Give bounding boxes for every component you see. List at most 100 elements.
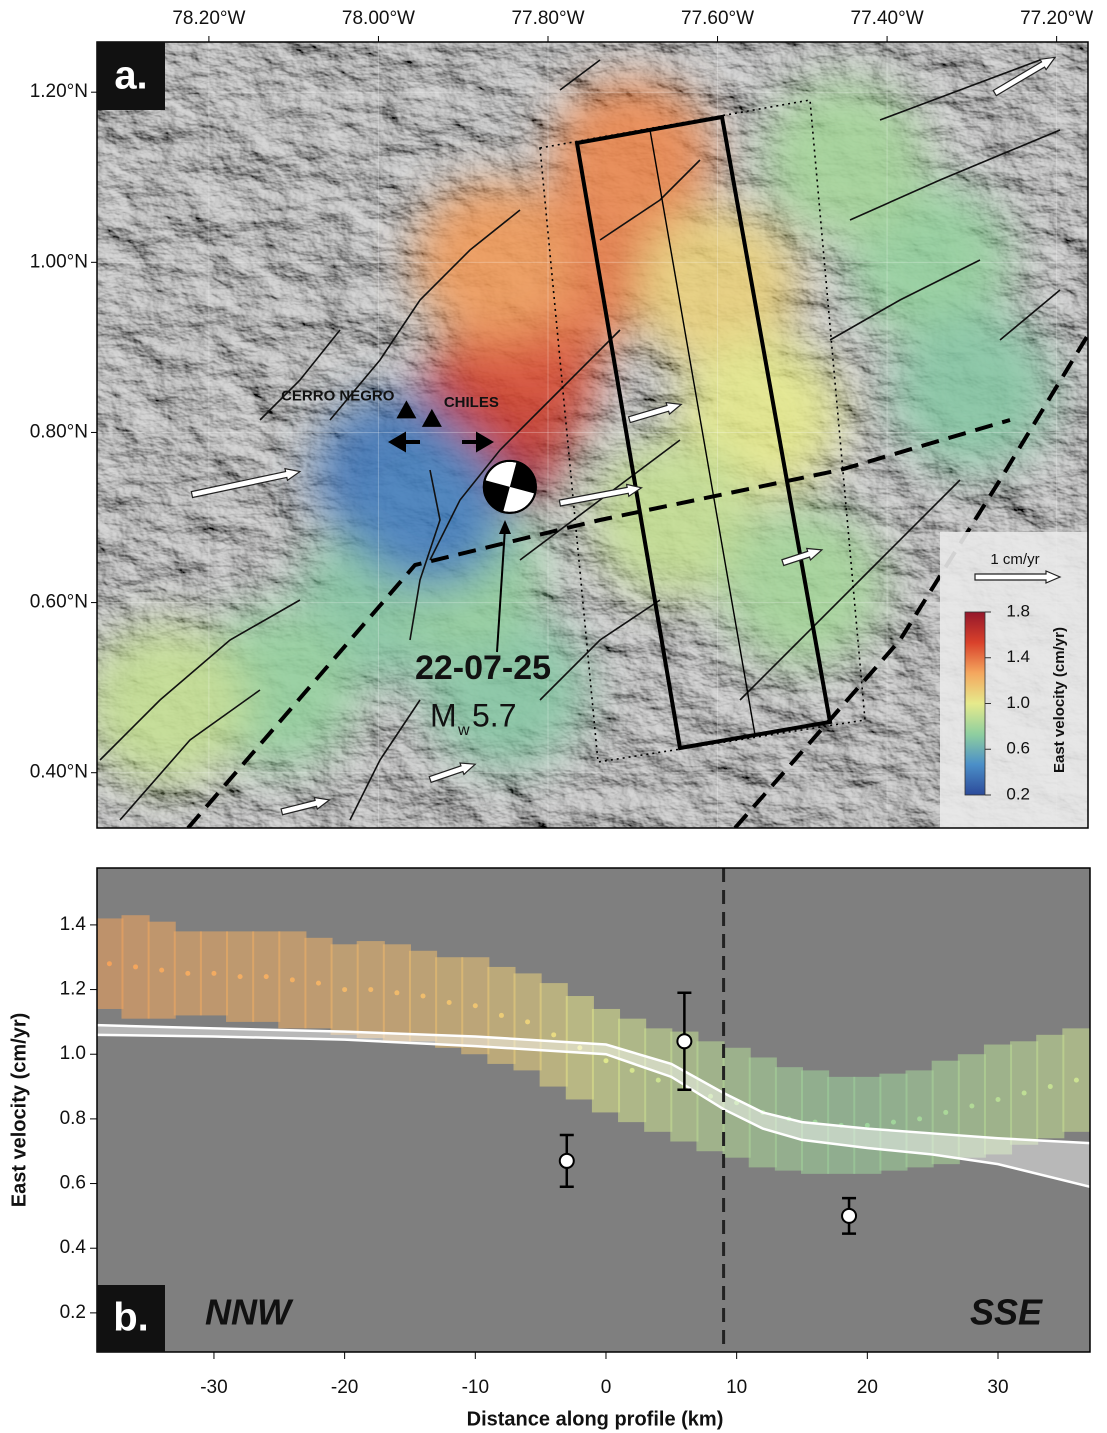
x-tick-label: 77.60°W [681,8,754,29]
insar-median [969,1103,975,1109]
legend: 1 cm/yr 0.2 0.6 1.0 1.4 1.8 East velocity (cm/… [964,551,1068,803]
scale-label: 1 cm/yr [990,551,1039,568]
colorbar-tick-label: 1.4 [1006,647,1030,666]
profile-plot [97,868,1090,1352]
focal-mechanism [482,459,537,514]
x-axis-title: Distance along profile (km) [467,1408,724,1430]
colorbar-tick-label: 1.8 [1006,601,1030,620]
gps-vectors [190,56,1057,816]
profile-line [649,129,756,736]
volcanoes: CERRO NEGRO CHILES [281,387,499,427]
velocity-patch [722,505,883,666]
panel-label-box [97,42,165,110]
x-tick-label: -30 [200,1377,227,1398]
insar-median [1073,1077,1079,1083]
profile-box [574,114,833,751]
scale-arrow [974,570,1062,584]
insar-median [551,1032,557,1038]
plot-frame [96,867,1091,1353]
x-tick-label: 20 [857,1377,878,1398]
x-tick-label: 77.80°W [511,8,584,29]
y-tick-label: 0.8 [60,1108,86,1129]
insar-median [342,987,348,993]
insar-median [917,1116,923,1122]
faults [99,59,1061,821]
event-date: 22-07-25 [415,649,551,687]
insar-median [133,964,139,970]
colorbar-title: East velocity (cm/yr) [1051,627,1068,773]
insar-median [472,1003,478,1009]
insar-median [185,970,191,976]
profile-axes: -30 -20 -10 0 10 20 30 0.2 0.4 0.6 0.8 1.0 1.2 1.4 [60,914,1009,1398]
colorbar-tick-label: 0.2 [1006,784,1030,803]
colorbar [964,611,986,796]
x-tick-label: 30 [987,1377,1008,1398]
velocity-patch [764,80,925,241]
magnitude: 5.7 [472,697,516,733]
insar-median [995,1096,1001,1102]
direction-right: SSE [970,1292,1043,1333]
velocity-patch [891,309,1052,470]
panel-label-box [97,1285,165,1352]
x-tick-label: 0 [601,1377,612,1398]
model-lower [97,1033,1090,1189]
x-tick-label: 77.40°W [851,8,924,29]
gps-vector [190,467,302,499]
gps-point [841,1207,858,1224]
magnitude-subscript: w [457,722,470,739]
velocity-patch [637,207,798,368]
insar-median [263,974,269,980]
velocity-field [97,80,1052,785]
insar-median [368,987,374,993]
event-pointer-head [499,520,511,534]
y-tick-label: 0.4 [60,1237,87,1258]
velocity-patch [349,429,510,590]
colorbar-tick-label: 1.0 [1006,693,1030,712]
gps-vector [781,547,824,567]
panel-label: b. [113,1296,149,1340]
y-tick-label: 1.0 [60,1043,86,1064]
gps-point [676,1033,693,1050]
insar-median [603,1058,609,1064]
y-tick-label: 0.40°N [30,762,88,783]
beachball-outline [482,459,537,514]
gps-vector [558,483,643,507]
x-tick-label: 78.00°W [342,8,415,29]
panel-label: a. [114,54,147,98]
y-tick-label: 1.4 [60,914,87,935]
insar-median [1047,1084,1053,1090]
insar-median [655,1077,661,1083]
y-axis-title: East velocity (cm/yr) [8,1013,30,1208]
x-tick-label: -20 [331,1377,358,1398]
volcano [421,408,442,427]
y-tick-label: 0.2 [60,1302,86,1323]
volcano-label: CERRO NEGRO [281,387,395,404]
x-tick-label: 77.20°W [1020,8,1093,29]
map-frame [96,41,1089,829]
x-tick-label: 10 [726,1377,747,1398]
map-grid [97,42,1088,828]
gps-vector [627,401,683,424]
velocity-patch [97,624,247,785]
velocity-patch [417,182,578,343]
y-tick-label: 1.2 [60,979,86,1000]
gps-point [558,1152,575,1169]
insar-median [890,1119,896,1125]
insar-median [394,990,400,996]
map-area: CERRO NEGRO CHILES 22-07-25 M w 5.7 1 cm/… [97,42,1088,828]
volcano-label: CHILES [444,394,499,411]
insar-median [211,970,217,976]
event-pointer [496,527,506,653]
insar-median [629,1067,635,1073]
y-tick-label: 1.00°N [30,251,88,272]
insar-median [315,980,321,986]
insar-median [237,974,243,980]
y-tick-label: 0.80°N [30,421,88,442]
insar-median [708,1093,714,1099]
insar-median [289,977,295,983]
direction-left: NNW [205,1292,294,1333]
insar-median [106,961,112,967]
x-tick-label: -10 [462,1377,489,1398]
gps-vector [992,56,1057,97]
